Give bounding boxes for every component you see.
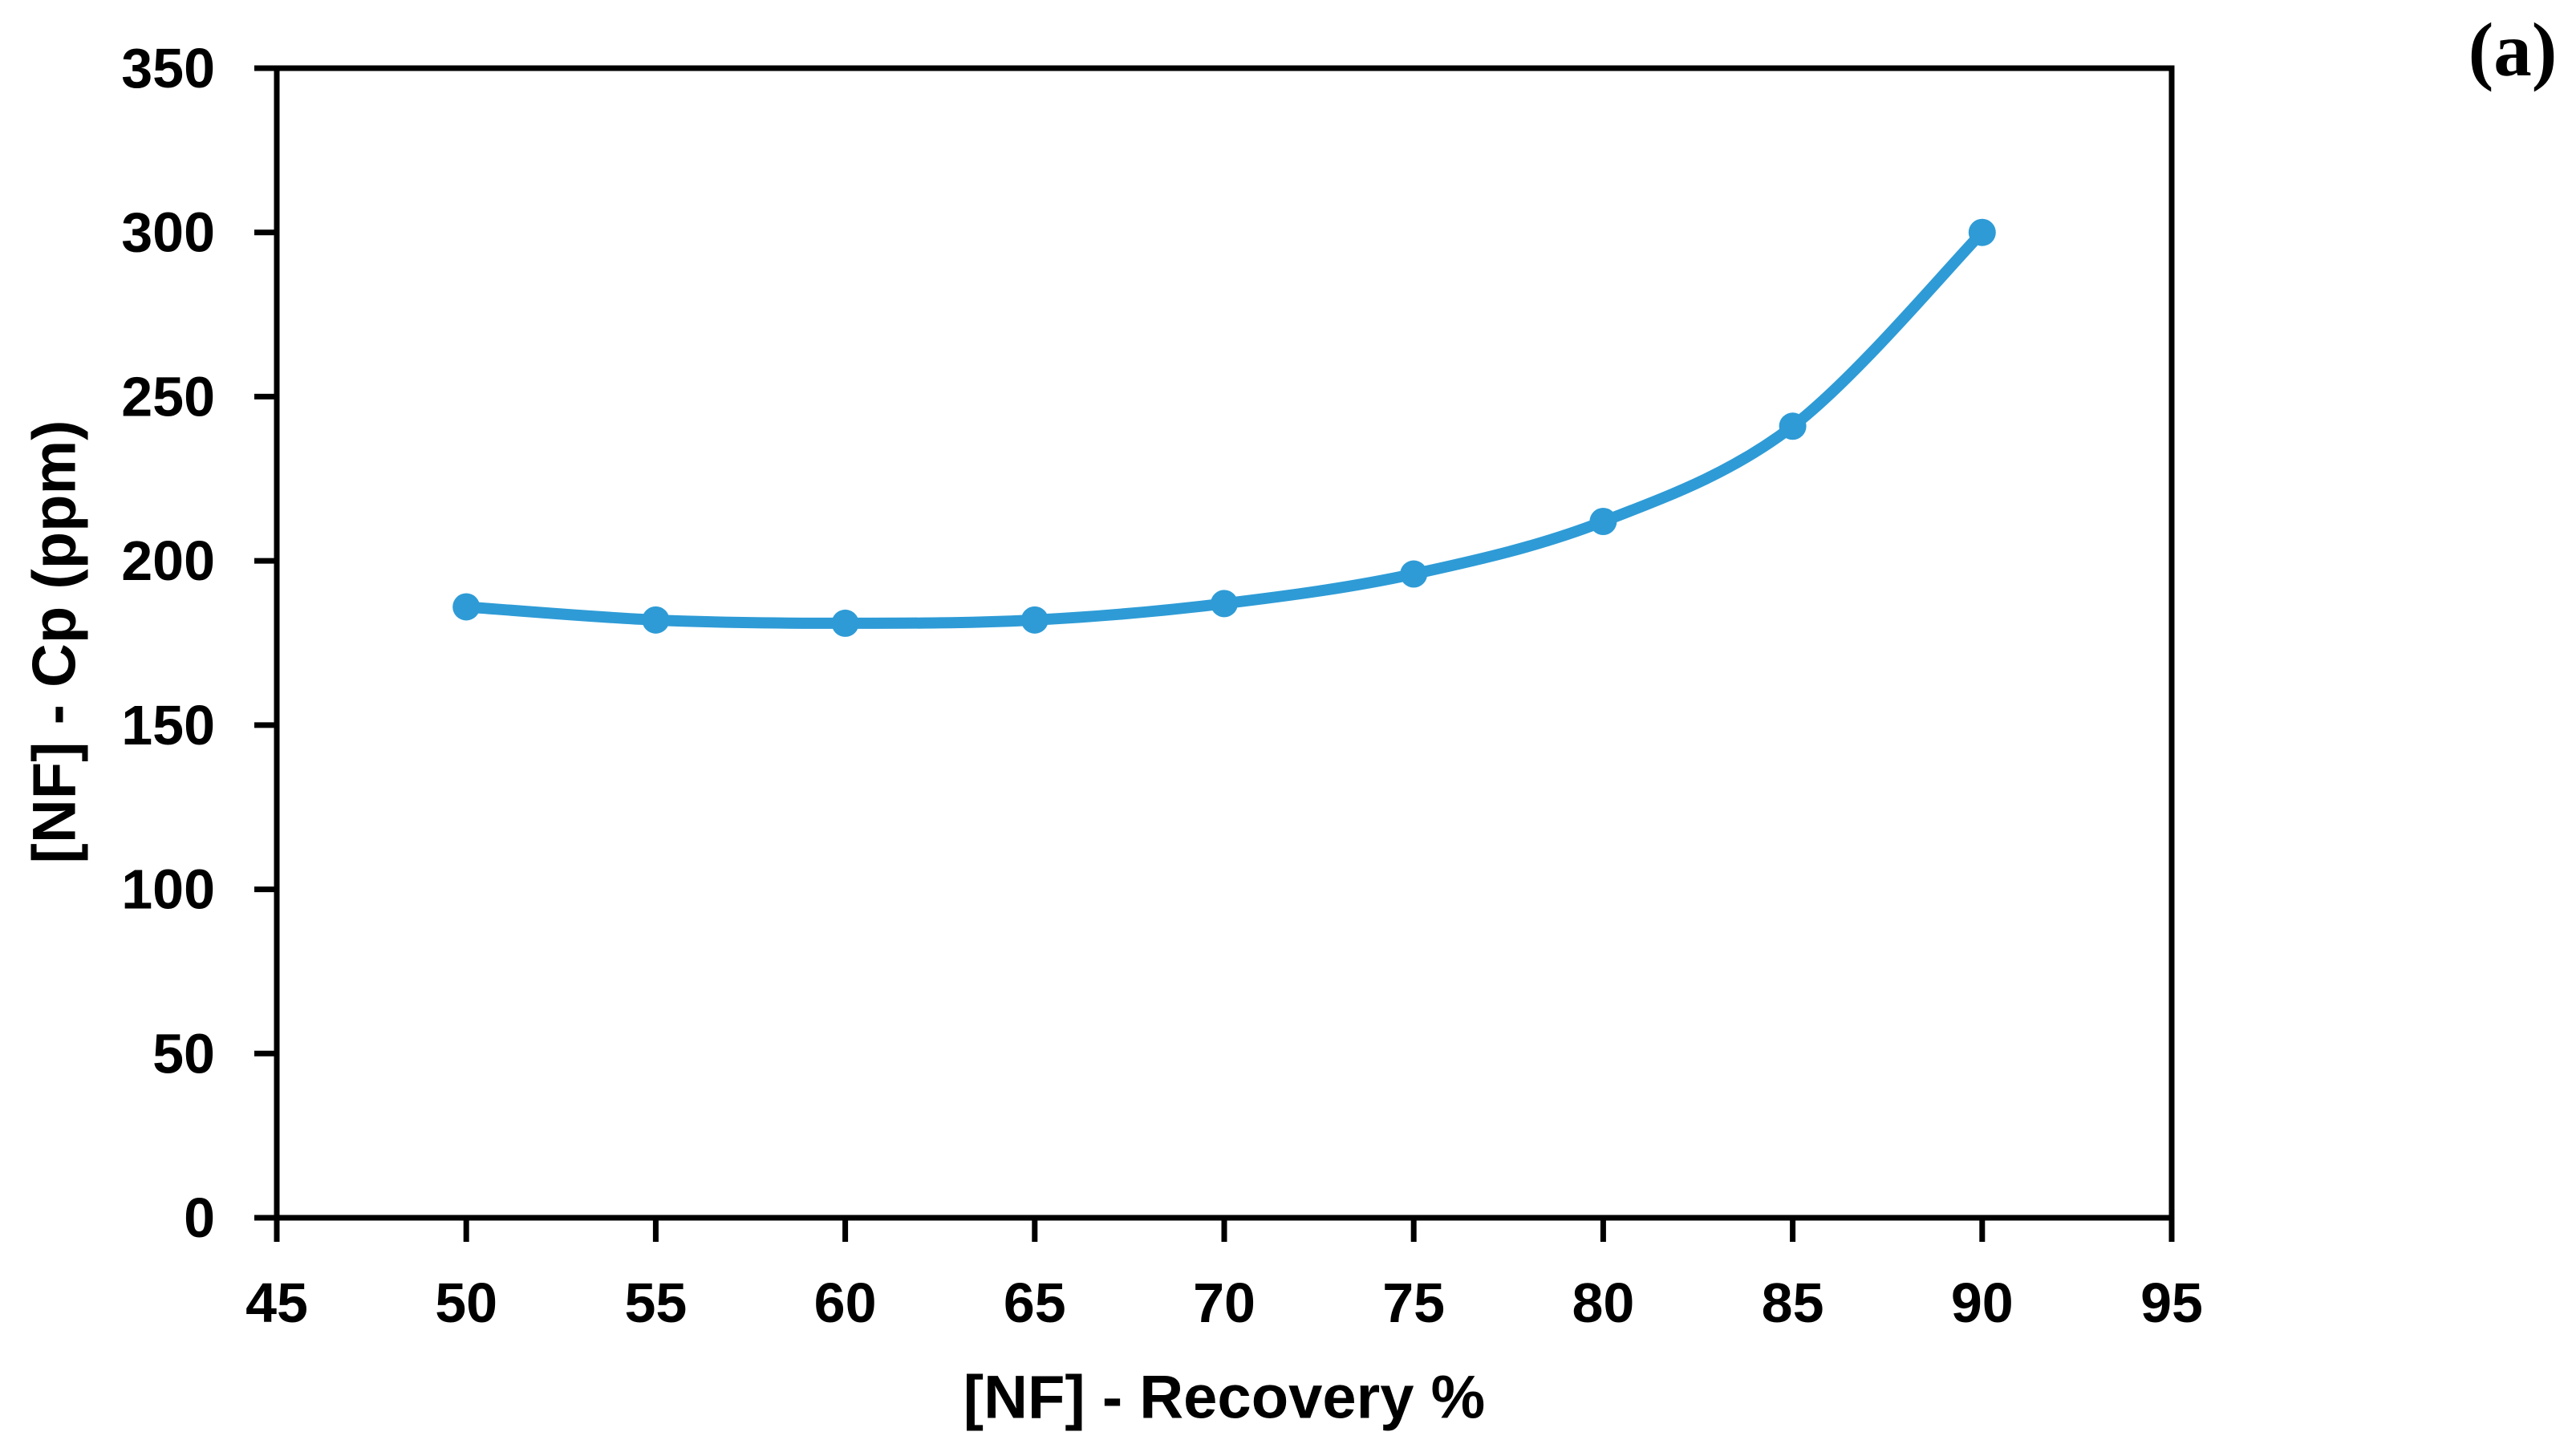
panel-label: (a) bbox=[2468, 7, 2558, 92]
y-tick-label: 0 bbox=[184, 1186, 215, 1249]
x-tick-label: 60 bbox=[814, 1272, 877, 1334]
data-point-marker bbox=[1779, 412, 1807, 440]
x-tick-label: 50 bbox=[435, 1272, 497, 1334]
x-tick-label: 65 bbox=[1004, 1272, 1066, 1334]
plot-frame bbox=[274, 65, 2175, 1221]
data-point-marker bbox=[831, 609, 859, 637]
data-point-marker bbox=[1211, 590, 1238, 618]
x-tick-label: 55 bbox=[624, 1272, 687, 1334]
y-tick-label: 350 bbox=[121, 37, 215, 99]
data-point-marker bbox=[642, 606, 670, 634]
y-tick-label: 150 bbox=[121, 694, 215, 756]
x-tick-label: 75 bbox=[1382, 1272, 1445, 1334]
data-point-marker bbox=[452, 593, 481, 621]
x-tick-label: 90 bbox=[1951, 1272, 2014, 1334]
y-tick-label: 250 bbox=[121, 365, 215, 428]
y-tick-label: 200 bbox=[121, 529, 215, 592]
data-point-marker bbox=[1589, 508, 1617, 536]
y-tick-label: 50 bbox=[152, 1022, 215, 1085]
x-tick-label: 95 bbox=[2140, 1272, 2203, 1334]
data-curve bbox=[460, 226, 1988, 629]
x-axis-title: [NF] - Recovery % bbox=[963, 1363, 1486, 1432]
x-tick-label: 85 bbox=[1762, 1272, 1824, 1334]
data-point-marker bbox=[1400, 560, 1428, 588]
y-tick-label: 300 bbox=[121, 201, 215, 264]
data-point-marker bbox=[1020, 606, 1049, 634]
x-tick-label: 45 bbox=[245, 1272, 308, 1334]
x-tick-label: 80 bbox=[1572, 1272, 1634, 1334]
x-tick-label: 70 bbox=[1193, 1272, 1256, 1334]
y-tick-label: 100 bbox=[121, 858, 215, 921]
y-axis-title: [NF] - Cp (ppm) bbox=[20, 420, 89, 864]
data-point-marker bbox=[1968, 218, 1996, 246]
